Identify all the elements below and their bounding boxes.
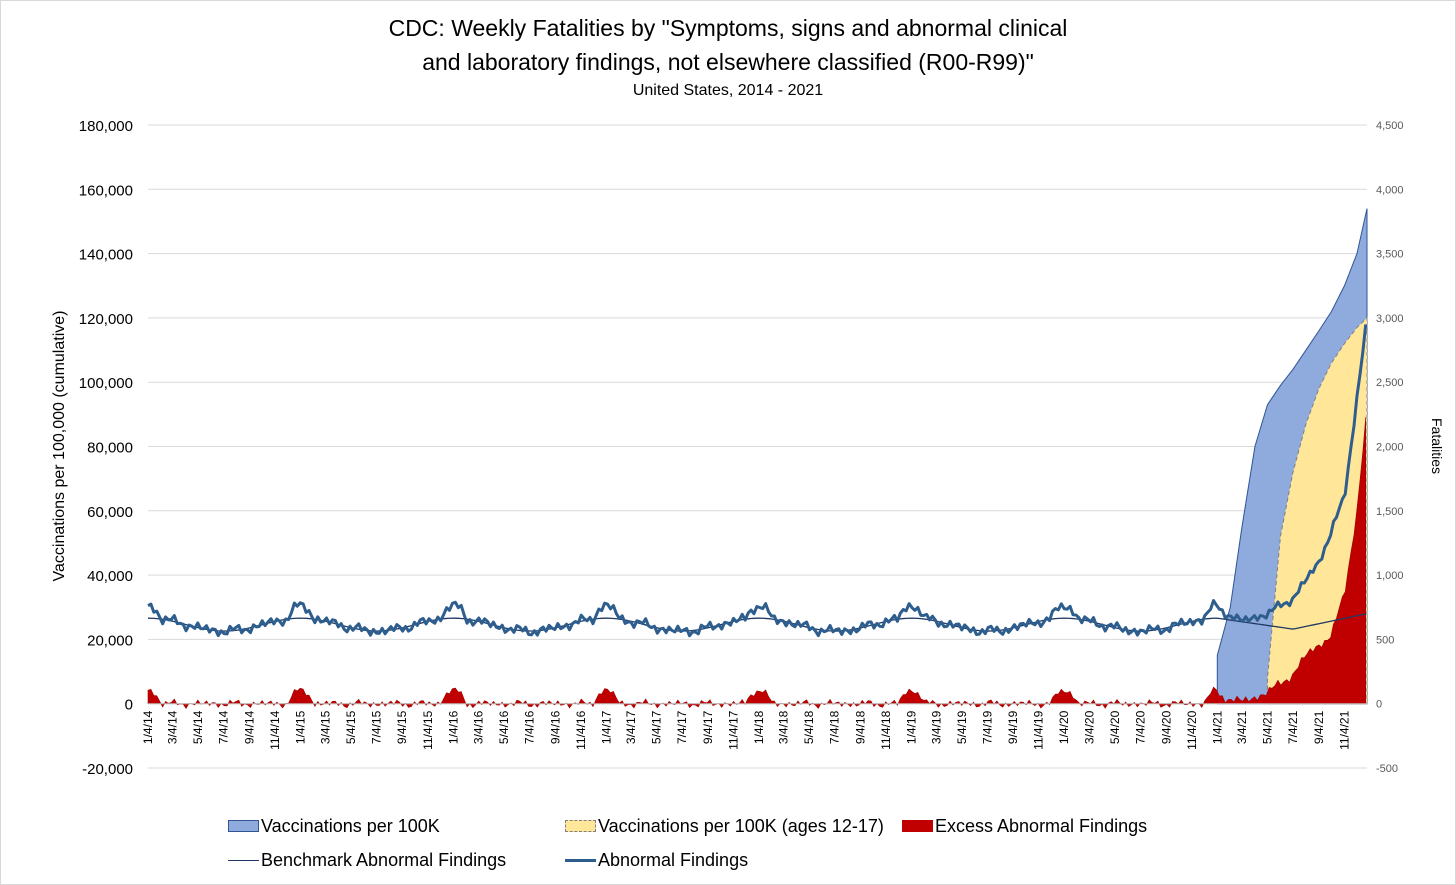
x-tick-label: 11/4/20 bbox=[1185, 710, 1199, 749]
x-tick-label: 3/4/14 bbox=[166, 710, 180, 744]
x-tick-label: 9/4/15 bbox=[395, 710, 409, 744]
y-right-tick-label: -500 bbox=[1376, 763, 1398, 775]
y-left-tick-label: 120,000 bbox=[79, 311, 133, 328]
x-tick-label: 1/4/16 bbox=[446, 710, 460, 744]
x-tick-label: 5/4/17 bbox=[650, 710, 664, 744]
x-tick-label: 9/4/17 bbox=[701, 710, 715, 744]
x-tick-label: 7/4/16 bbox=[522, 710, 536, 744]
x-tick-label: 3/4/21 bbox=[1235, 710, 1249, 744]
x-tick-label: 1/4/14 bbox=[141, 710, 155, 744]
x-tick-label: 5/4/15 bbox=[344, 710, 358, 744]
legend-swatch-excess bbox=[902, 820, 933, 832]
y-right-tick-label: 3,000 bbox=[1376, 313, 1404, 325]
y-left-tick-label: 40,000 bbox=[87, 568, 133, 585]
x-tick-label: 1/4/17 bbox=[599, 710, 613, 744]
legend-label-vaccinations-12-17: Vaccinations per 100K (ages 12-17) bbox=[598, 816, 884, 836]
y-left-tick-label: 20,000 bbox=[87, 632, 133, 649]
legend-swatch-vaccinations-12-17 bbox=[565, 820, 596, 832]
legend-excess: Excess Abnormal Findings bbox=[902, 816, 1147, 836]
y-right-tick-label: 2,500 bbox=[1376, 377, 1404, 389]
legend-vaccinations: Vaccinations per 100K bbox=[228, 816, 440, 836]
x-tick-label: 9/4/19 bbox=[1006, 710, 1020, 744]
x-tick-label: 9/4/16 bbox=[548, 710, 562, 744]
x-tick-label: 11/4/19 bbox=[1032, 710, 1046, 749]
x-tick-label: 7/4/18 bbox=[828, 710, 842, 744]
y-left-tick-label: -20,000 bbox=[82, 761, 133, 778]
x-tick-label: 11/4/18 bbox=[879, 710, 893, 749]
x-tick-label: 1/4/21 bbox=[1210, 710, 1224, 744]
y-left-tick-label: 180,000 bbox=[79, 118, 133, 135]
x-tick-label: 3/4/19 bbox=[929, 710, 943, 744]
x-tick-label: 5/4/16 bbox=[497, 710, 511, 744]
chart-title-line-2: and laboratory findings, not elsewhere c… bbox=[422, 49, 1034, 75]
x-tick-label: 7/4/21 bbox=[1286, 710, 1300, 744]
y-right-tick-label: 4,500 bbox=[1376, 120, 1404, 132]
y-left-axis-title: Vaccinations per 100,000 (cumulative) bbox=[51, 311, 68, 582]
y-left-tick-label: 140,000 bbox=[79, 247, 133, 264]
x-tick-label: 11/4/16 bbox=[574, 710, 588, 749]
x-tick-label: 5/4/14 bbox=[191, 710, 205, 744]
chart-title-line-1: CDC: Weekly Fatalities by "Symptoms, sig… bbox=[388, 15, 1068, 41]
x-tick-label: 11/4/14 bbox=[268, 710, 282, 749]
x-tick-label: 3/4/18 bbox=[777, 710, 791, 744]
legend-swatch-vaccinations bbox=[228, 820, 259, 832]
y-left-tick-label: 0 bbox=[125, 697, 133, 714]
abnormal-findings-line bbox=[147, 324, 1368, 638]
x-tick-label: 1/4/19 bbox=[905, 710, 919, 744]
y-right-tick-label: 500 bbox=[1376, 634, 1394, 646]
y-left-tick-label: 80,000 bbox=[87, 440, 133, 457]
x-tick-label: 11/4/15 bbox=[421, 710, 435, 749]
x-tick-label: 7/4/20 bbox=[1133, 710, 1147, 744]
legend-line-benchmark bbox=[228, 859, 259, 861]
legend-label-benchmark: Benchmark Abnormal Findings bbox=[261, 850, 507, 870]
x-tick-label: 3/4/17 bbox=[624, 710, 638, 744]
x-tick-label: 9/4/14 bbox=[243, 710, 257, 744]
x-tick-label: 9/4/18 bbox=[854, 710, 868, 744]
legend-label-abnormal: Abnormal Findings bbox=[598, 850, 749, 870]
y-left-tick-label: 100,000 bbox=[79, 375, 133, 392]
legend-abnormal: Abnormal Findings bbox=[565, 850, 748, 870]
x-tick-label: 7/4/19 bbox=[980, 710, 994, 744]
x-tick-label: 3/4/20 bbox=[1082, 710, 1096, 744]
legend-benchmark: Benchmark Abnormal Findings bbox=[228, 850, 506, 870]
legend-label-vaccinations: Vaccinations per 100K bbox=[261, 816, 440, 836]
x-tick-label: 11/4/21 bbox=[1337, 710, 1351, 749]
x-tick-label: 3/4/15 bbox=[318, 710, 332, 744]
legend-vaccinations-12-17: Vaccinations per 100K (ages 12-17) bbox=[565, 816, 884, 836]
x-tick-label: 5/4/21 bbox=[1260, 710, 1274, 744]
legend-line-abnormal bbox=[565, 858, 596, 862]
x-tick-label: 3/4/16 bbox=[471, 710, 485, 744]
y-right-tick-label: 1,000 bbox=[1376, 570, 1404, 582]
y-left-tick-label: 60,000 bbox=[87, 504, 133, 521]
x-tick-label: 9/4/20 bbox=[1159, 710, 1173, 744]
x-tick-label: 5/4/20 bbox=[1108, 710, 1122, 744]
x-tick-label: 1/4/15 bbox=[294, 710, 308, 744]
legend-label-excess: Excess Abnormal Findings bbox=[935, 816, 1148, 836]
y-right-tick-label: 2,000 bbox=[1376, 442, 1404, 454]
x-tick-label: 9/4/21 bbox=[1312, 710, 1326, 744]
y-right-tick-label: 3,500 bbox=[1376, 249, 1404, 261]
x-tick-label: 1/4/20 bbox=[1057, 710, 1071, 744]
y-left-tick-label: 160,000 bbox=[79, 182, 133, 199]
x-tick-label: 7/4/17 bbox=[675, 710, 689, 744]
y-right-axis-title: Fatalities bbox=[1429, 418, 1445, 474]
x-tick-label: 5/4/19 bbox=[955, 710, 969, 744]
y-right-tick-label: 1,500 bbox=[1376, 506, 1404, 518]
x-tick-label: 7/4/15 bbox=[369, 710, 383, 744]
chart-subtitle: United States, 2014 - 2021 bbox=[632, 82, 824, 99]
x-tick-label: 5/4/18 bbox=[802, 710, 816, 744]
y-right-tick-label: 0 bbox=[1376, 699, 1382, 711]
x-tick-label: 1/4/18 bbox=[752, 710, 766, 744]
x-tick-label: 7/4/14 bbox=[217, 710, 231, 744]
y-right-tick-label: 4,000 bbox=[1376, 184, 1404, 196]
x-tick-label: 11/4/17 bbox=[726, 710, 740, 749]
excess-findings-area bbox=[147, 417, 1367, 710]
